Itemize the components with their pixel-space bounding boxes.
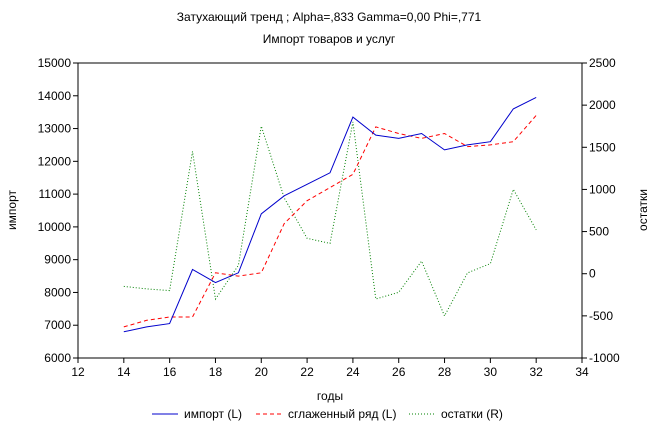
left-y-tick-label: 13000 <box>38 122 72 136</box>
x-tick-label: 30 <box>484 365 498 379</box>
right-y-tick-label: 1500 <box>589 140 616 154</box>
right-y-tick-label: -500 <box>589 309 613 323</box>
right-y-tick-label: 1000 <box>589 182 616 196</box>
left-y-tick-label: 9000 <box>44 253 71 267</box>
x-tick-label: 28 <box>438 365 452 379</box>
x-tick-label: 16 <box>163 365 177 379</box>
right-y-axis: -1000 -500 0 500 1000 1500 2000 2500 <box>582 56 620 365</box>
x-tick-label: 34 <box>575 365 589 379</box>
right-y-tick-label: 0 <box>589 267 596 281</box>
left-y-tick-label: 14000 <box>38 89 72 103</box>
series-line-3 <box>123 121 537 318</box>
left-y-axis-label: импорт <box>5 189 19 230</box>
right-y-tick-label: 2000 <box>589 98 616 112</box>
plot-area <box>77 62 583 359</box>
chart-title: Затухающий тренд ; Alpha=,833 Gamma=0,00… <box>177 10 482 24</box>
chart-subtitle: Импорт товаров и услуг <box>263 32 396 46</box>
left-y-tick-label: 15000 <box>38 56 72 70</box>
legend-label-1: импорт (L) <box>184 407 242 421</box>
left-y-tick-label: 7000 <box>44 318 71 332</box>
right-y-tick-label: -1000 <box>589 351 620 365</box>
x-tick-label: 32 <box>530 365 544 379</box>
x-tick-label: 24 <box>346 365 360 379</box>
left-y-tick-label: 8000 <box>44 285 71 299</box>
left-y-tick-label: 10000 <box>38 220 72 234</box>
x-tick-label: 12 <box>71 365 85 379</box>
right-y-tick-label: 2500 <box>589 56 616 70</box>
right-y-axis-label: остатки <box>636 189 650 231</box>
right-y-tick-label: 500 <box>589 225 609 239</box>
x-tick-label: 26 <box>392 365 406 379</box>
series-group <box>123 96 537 333</box>
legend: импорт (L) сглаженный ряд (L) остатки (R) <box>152 407 503 421</box>
x-axis: 12 14 16 18 20 22 24 26 28 30 32 34 <box>71 358 589 379</box>
left-y-tick-label: 12000 <box>38 154 72 168</box>
left-y-axis: 6000 7000 8000 9000 10000 11000 12000 13000 1400… <box>38 56 78 365</box>
x-tick-label: 18 <box>209 365 223 379</box>
x-axis-label: годы <box>317 389 343 403</box>
left-y-tick-label: 6000 <box>44 351 71 365</box>
x-tick-label: 22 <box>300 365 314 379</box>
series-line-1 <box>123 96 537 333</box>
legend-label-3: остатки (R) <box>441 407 503 421</box>
legend-label-2: сглаженный ряд (L) <box>288 407 396 421</box>
x-tick-label: 14 <box>117 365 131 379</box>
left-y-tick-label: 11000 <box>39 187 72 201</box>
series-line-2 <box>123 115 537 328</box>
x-tick-label: 20 <box>255 365 269 379</box>
